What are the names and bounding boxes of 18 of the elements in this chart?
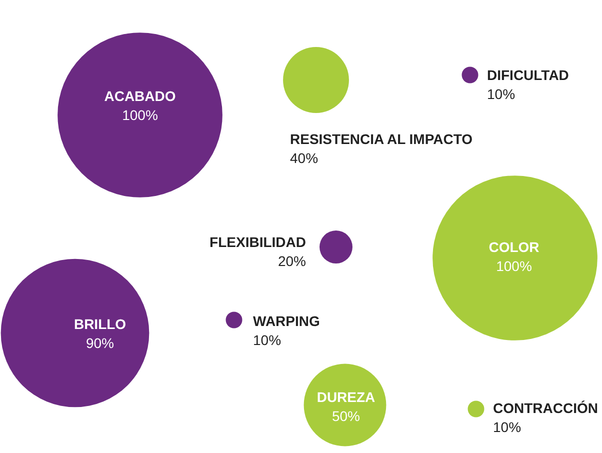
data-label: 10%: [493, 419, 522, 435]
category-label: DUREZA: [316, 389, 376, 405]
category-label: FLEXIBILIDAD: [210, 234, 306, 250]
category-label: COLOR: [488, 239, 540, 255]
data-label: 40%: [290, 150, 318, 166]
data-label: 50%: [332, 408, 360, 424]
data-label: 10%: [253, 332, 282, 348]
category-label: ACABADO: [104, 88, 176, 104]
category-label: BRILLO: [74, 316, 126, 332]
data-label: 20%: [278, 253, 306, 269]
category-label: RESISTENCIA AL IMPACTO: [290, 131, 473, 147]
data-label: 100%: [122, 107, 158, 123]
data-label: 90%: [86, 335, 114, 351]
data-label: 100%: [496, 258, 532, 274]
category-label: WARPING: [253, 313, 320, 329]
data-label: 10%: [487, 86, 516, 102]
category-label: DIFICULTAD: [487, 67, 569, 83]
category-label: CONTRACCIÓN: [493, 400, 598, 416]
